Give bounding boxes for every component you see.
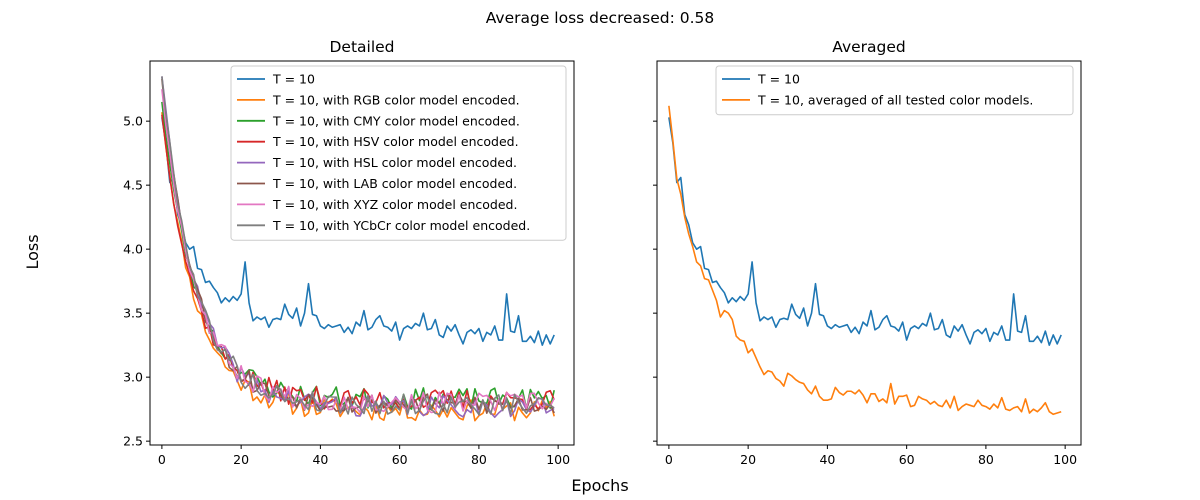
averaged-x-tick-label-3: 60: [899, 452, 915, 467]
detailed-x-tick-label-3: 60: [392, 452, 408, 467]
averaged-legend-box: [715, 65, 1074, 116]
y-axis-label: Loss: [23, 234, 42, 269]
detailed-x-tick-label-1: 20: [233, 452, 249, 467]
detailed-y-tick-label-3: 4.0: [123, 242, 143, 257]
averaged-legend: T = 10 T = 10, averaged of all tested col…: [715, 65, 1074, 116]
detailed-y-tick-label-0: 2.5: [123, 434, 143, 449]
detailed-series-line-0: [161, 117, 555, 346]
detailed-y-tick-label-5: 5.0: [123, 114, 143, 129]
detailed-chart-title: Detailed: [329, 38, 394, 56]
averaged-chart: Averaged 0 20 40 60 80 100 T = 10 T = 10, averag…: [653, 38, 1082, 467]
averaged-series-line-0: [668, 117, 1062, 346]
detailed-legend-label-3: T = 10, with HSV color model encoded.: [272, 134, 519, 149]
averaged-x-tick-label-5: 100: [1053, 452, 1077, 467]
detailed-x-tick-label-5: 100: [546, 452, 570, 467]
averaged-legend-label-0: T = 10: [757, 72, 800, 87]
detailed-y-tick-label-2: 3.5: [123, 306, 143, 321]
averaged-chart-title: Averaged: [832, 38, 906, 56]
averaged-series-lines: [668, 105, 1062, 416]
averaged-x-tick-label-1: 20: [740, 452, 756, 467]
averaged-x-tick-label-4: 80: [978, 452, 994, 467]
detailed-chart: Detailed 0 20 40 60 80 100 2.5 3.0 3.5 4.0 4.5 5.0 T …: [123, 38, 575, 467]
averaged-axes-frame: [656, 60, 1082, 446]
detailed-series-line-4: [161, 76, 555, 419]
detailed-series-lines: [161, 76, 555, 422]
detailed-legend-label-1: T = 10, with RGB color model encoded.: [272, 92, 520, 107]
detailed-legend-label-2: T = 10, with CMY color model encoded.: [272, 113, 520, 128]
detailed-legend: T = 10 T = 10, with RGB color model encod…: [230, 65, 567, 241]
detailed-legend-label-6: T = 10, with XYZ color model encoded.: [272, 197, 517, 212]
detailed-legend-label-4: T = 10, with HSL color model encoded.: [272, 155, 517, 170]
detailed-legend-box: [230, 65, 567, 241]
averaged-legend-label-1: T = 10, averaged of all tested color mod…: [757, 92, 1033, 107]
detailed-x-tick-label-0: 0: [158, 452, 166, 467]
averaged-x-tick-label-2: 40: [819, 452, 835, 467]
detailed-y-tick-label-1: 3.0: [123, 370, 143, 385]
detailed-y-tick-label-4: 4.5: [123, 178, 143, 193]
detailed-axes-frame: [149, 60, 575, 446]
x-axis-label: Epochs: [571, 476, 628, 495]
averaged-series-line-1: [668, 105, 1062, 416]
detailed-x-tick-label-4: 80: [471, 452, 487, 467]
averaged-x-tick-label-0: 0: [665, 452, 673, 467]
figure-suptitle: Average loss decreased: 0.58: [486, 9, 715, 27]
detailed-x-tick-label-2: 40: [312, 452, 328, 467]
detailed-legend-label-0: T = 10: [272, 72, 315, 87]
detailed-legend-label-7: T = 10, with YCbCr color model encoded.: [272, 218, 530, 233]
detailed-legend-label-5: T = 10, with LAB color model encoded.: [272, 176, 517, 191]
detailed-series-line-7: [161, 76, 555, 416]
